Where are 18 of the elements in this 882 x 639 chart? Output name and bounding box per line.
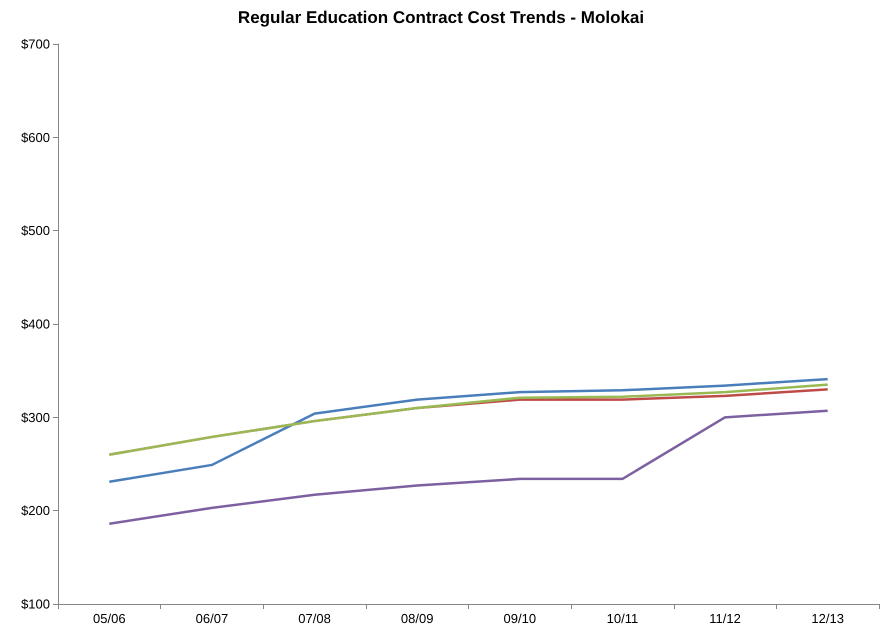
y-tick-label: $400 [21,316,50,332]
x-tick-label: 07/08 [298,611,331,626]
line-series [108,378,829,483]
x-tick-label: 11/12 [709,611,741,626]
y-tick-label: $100 [21,596,50,612]
x-tick-label: 05/06 [93,611,126,626]
y-tick-label: $600 [21,130,50,145]
x-tick-label: 06/07 [196,611,228,626]
x-tick-label: 10/11 [606,611,638,626]
y-tick-label: $700 [21,36,50,52]
x-tick-label: 09/10 [504,611,536,626]
chart-title: Regular Education Contract Cost Trends - Molokai [238,8,644,27]
y-tick-label: $200 [21,503,50,518]
y-tick-label: $500 [21,223,50,238]
line-series [108,410,829,525]
x-tick-label: 08/09 [400,611,434,626]
y-tick-label: $300 [21,410,50,425]
x-tick-label: 12/13 [811,611,844,626]
